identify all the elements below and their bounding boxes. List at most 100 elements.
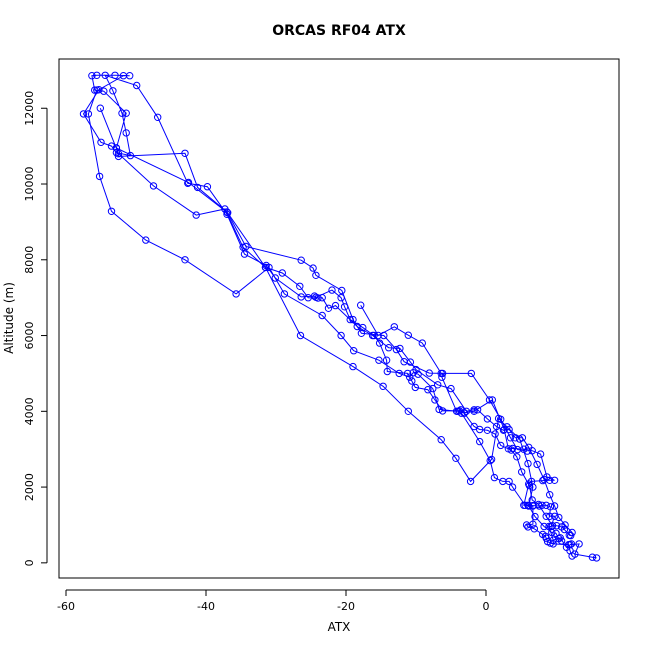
y-tick-label: 6000 <box>23 322 36 350</box>
series-line-3 <box>99 108 573 533</box>
data-point <box>466 477 475 486</box>
data-point <box>505 477 513 486</box>
data-point <box>181 256 189 264</box>
data-point <box>434 381 442 389</box>
data-point <box>337 331 345 340</box>
data-point <box>297 256 305 264</box>
data-point <box>100 87 108 95</box>
x-tick-label: -40 <box>197 600 215 613</box>
data-point <box>435 405 443 414</box>
data-point <box>508 483 517 491</box>
data-point <box>530 525 538 533</box>
y-tick-label: 8000 <box>23 246 36 274</box>
data-point <box>540 475 548 484</box>
data-point <box>529 502 537 510</box>
data-point <box>318 294 326 302</box>
data-point <box>470 422 478 431</box>
data-point <box>418 339 426 347</box>
y-tick-label: 10000 <box>23 167 36 202</box>
data-point <box>126 151 135 160</box>
data-point <box>95 172 104 181</box>
data-point <box>518 468 526 476</box>
data-point <box>476 437 484 446</box>
data-point <box>548 528 556 537</box>
data-point <box>490 473 499 482</box>
data-point <box>437 436 445 444</box>
data-point <box>529 483 537 491</box>
data-point <box>122 129 130 137</box>
data-point <box>452 454 460 462</box>
data-point <box>374 331 382 340</box>
x-axis-label: ATX <box>328 620 351 634</box>
data-point <box>553 522 561 530</box>
series-line-1 <box>82 74 597 559</box>
data-point <box>383 367 391 376</box>
data-point <box>404 331 412 339</box>
data-point <box>280 290 289 298</box>
data-point <box>392 345 401 354</box>
data-point <box>357 301 365 309</box>
data-point <box>588 553 597 561</box>
data-point <box>503 423 511 431</box>
plot-frame <box>58 58 620 579</box>
data-point <box>540 522 548 531</box>
chart-title: ORCAS RF04 ATX <box>272 23 406 39</box>
data-point <box>408 377 416 385</box>
data-point <box>261 263 270 272</box>
data-point <box>483 426 492 434</box>
data-point <box>438 407 447 415</box>
data-point <box>122 109 130 117</box>
data-point <box>462 407 471 415</box>
data-point <box>107 142 116 150</box>
data-point <box>438 373 446 381</box>
data-point <box>350 347 358 355</box>
data-point <box>531 512 539 521</box>
data-point <box>353 322 361 331</box>
data-point <box>149 182 158 190</box>
data-point <box>487 455 496 464</box>
data-point <box>476 425 484 434</box>
data-point <box>546 512 554 520</box>
data-point <box>568 528 576 537</box>
data-point <box>390 323 398 331</box>
data-point <box>575 540 583 548</box>
data-point <box>181 149 189 158</box>
data-point <box>437 369 445 378</box>
data-point <box>133 81 141 90</box>
data-point <box>304 294 312 302</box>
data-point <box>508 444 517 453</box>
y-axis: 0 2000 4000 6000 8000 10000 12000 <box>23 91 48 566</box>
data-point <box>379 382 387 390</box>
data-point <box>523 447 531 455</box>
data-point <box>546 491 554 499</box>
data-point <box>395 369 403 378</box>
data-point <box>497 441 505 450</box>
data-point <box>525 502 533 510</box>
data-point <box>513 453 521 461</box>
series-layer <box>79 71 601 562</box>
data-point <box>404 407 412 415</box>
data-point <box>96 104 105 112</box>
data-point <box>412 365 420 374</box>
data-point <box>296 331 305 340</box>
data-point <box>454 407 462 415</box>
data-point <box>513 445 522 454</box>
data-point <box>382 356 391 364</box>
data-point <box>483 415 492 423</box>
data-point <box>515 435 524 443</box>
data-point <box>536 450 545 458</box>
data-point <box>375 356 383 364</box>
data-point <box>79 110 88 118</box>
data-point <box>232 290 240 298</box>
data-point <box>297 293 305 301</box>
data-point <box>346 315 354 324</box>
x-tick-label: -60 <box>57 600 75 613</box>
data-point <box>97 138 105 147</box>
data-point <box>338 286 346 295</box>
data-point <box>524 459 532 468</box>
data-point <box>546 503 555 511</box>
data-point <box>84 110 93 118</box>
x-tick-label: -20 <box>337 600 355 613</box>
data-point <box>109 87 117 95</box>
data-point <box>154 113 162 122</box>
